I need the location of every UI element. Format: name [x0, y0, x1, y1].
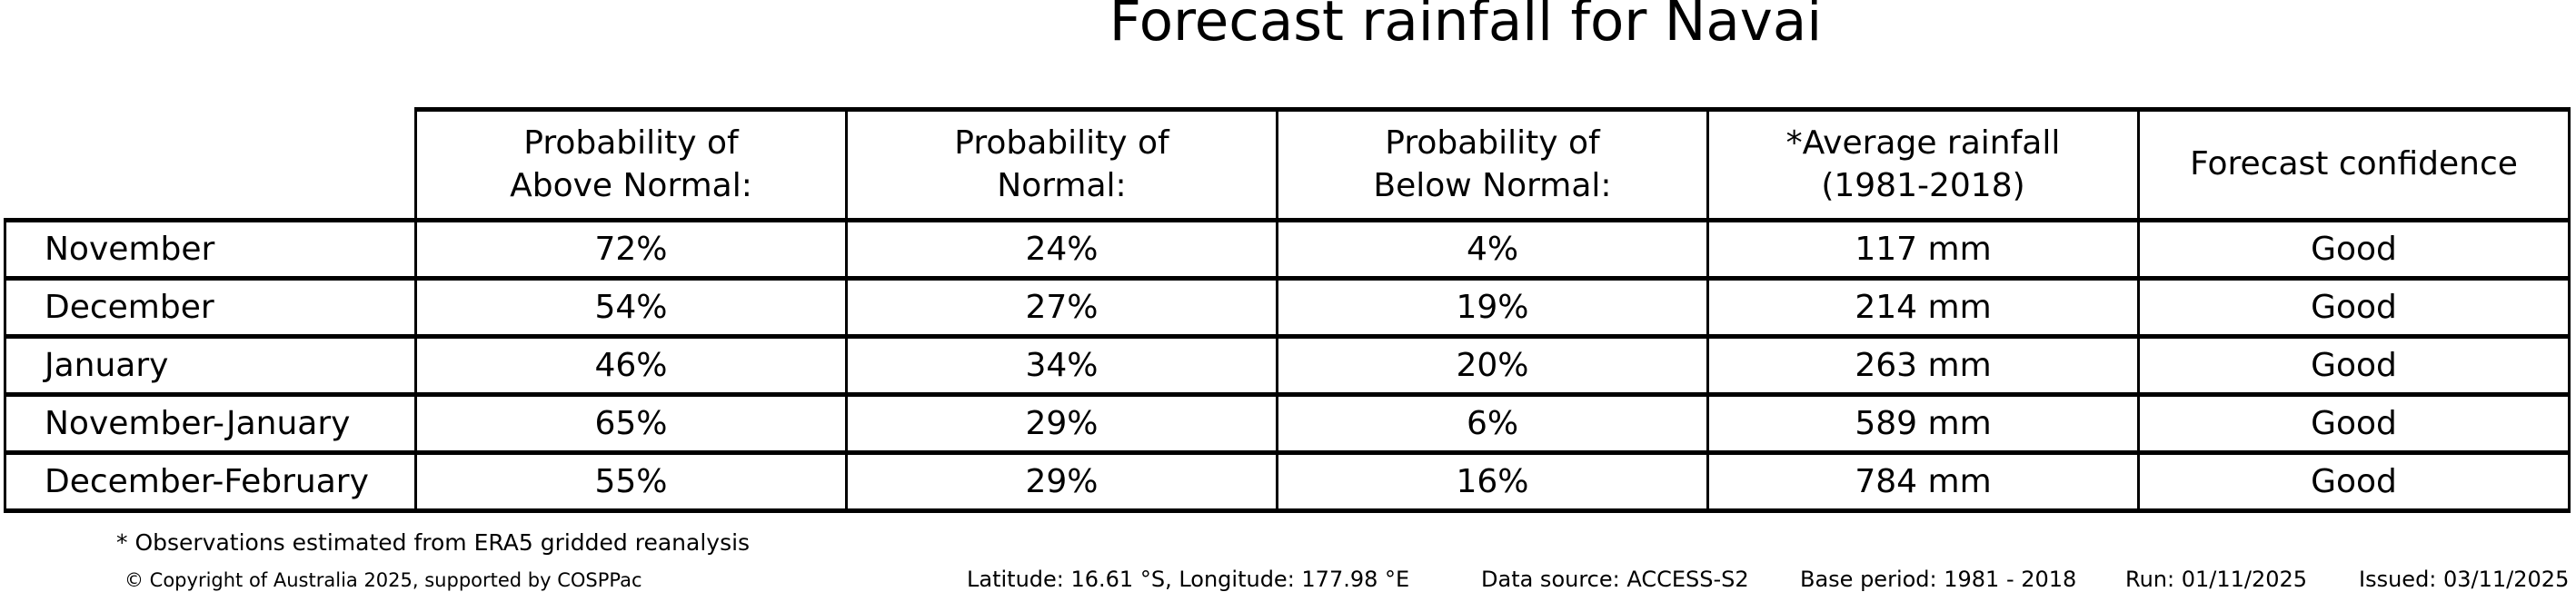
- col-header-line: Above Normal:: [510, 166, 752, 204]
- col-header-normal: Probability of Normal:: [845, 107, 1278, 222]
- col-header-line: (1981-2018): [1821, 166, 2025, 204]
- table-row-november: November 72% 24% 4% 117 mm Good: [4, 218, 2571, 281]
- corner-blank-cell: [5, 110, 416, 221]
- cell-normal: 34%: [845, 334, 1278, 397]
- cell-confidence: Good: [2137, 392, 2571, 455]
- col-header-forecast-confidence: Forecast confidence: [2137, 107, 2571, 222]
- cell-average-rainfall: 263 mm: [1706, 334, 2140, 397]
- cell-confidence: Good: [2137, 218, 2571, 281]
- cell-confidence: Good: [2137, 276, 2571, 339]
- cell-average-rainfall: 117 mm: [1706, 218, 2140, 281]
- run-date-text: Run: 01/11/2025: [2125, 567, 2308, 592]
- col-header-above-normal: Probability of Above Normal:: [414, 107, 848, 222]
- cell-above-normal: 55%: [414, 450, 848, 513]
- page-title: Forecast rainfall for Navai: [1109, 0, 1823, 54]
- cell-confidence: Good: [2137, 334, 2571, 397]
- row-label: December: [4, 276, 417, 339]
- row-label: December-February: [4, 450, 417, 513]
- cell-below-normal: 20%: [1276, 334, 1709, 397]
- col-header-line: Forecast confidence: [2190, 145, 2518, 183]
- cell-average-rainfall: 214 mm: [1706, 276, 2140, 339]
- col-header-line: Probability of: [523, 123, 739, 162]
- cell-confidence: Good: [2137, 450, 2571, 513]
- header-row: Probability of Above Normal: Probability…: [5, 107, 2571, 222]
- col-header-below-normal: Probability of Below Normal:: [1276, 107, 1709, 222]
- copyright-text: © Copyright of Australia 2025, supported…: [124, 569, 642, 591]
- cell-above-normal: 65%: [414, 392, 848, 455]
- cell-normal: 24%: [845, 218, 1278, 281]
- cell-below-normal: 4%: [1276, 218, 1709, 281]
- col-header-average-rainfall: *Average rainfall (1981-2018): [1706, 107, 2140, 222]
- footnote: * Observations estimated from ERA5 gridd…: [116, 529, 751, 556]
- table-row-january: January 46% 34% 20% 263 mm Good: [4, 334, 2571, 397]
- col-header-line: Probability of: [954, 123, 1169, 162]
- cell-normal: 27%: [845, 276, 1278, 339]
- table-row-december-february: December-February 55% 29% 16% 784 mm Goo…: [4, 450, 2571, 513]
- col-header-line: Normal:: [997, 166, 1127, 204]
- base-period-text: Base period: 1981 - 2018: [1800, 567, 2077, 592]
- table-row-november-january: November-January 65% 29% 6% 589 mm Good: [4, 392, 2571, 455]
- lat-lon-text: Latitude: 16.61 °S, Longitude: 177.98 °E: [967, 567, 1410, 592]
- cell-below-normal: 6%: [1276, 392, 1709, 455]
- row-label: November-January: [4, 392, 417, 455]
- cell-normal: 29%: [845, 392, 1278, 455]
- table-row-december: December 54% 27% 19% 214 mm Good: [4, 276, 2571, 339]
- cell-below-normal: 19%: [1276, 276, 1709, 339]
- row-label: January: [4, 334, 417, 397]
- col-header-line: Below Normal:: [1373, 166, 1612, 204]
- forecast-table: Probability of Above Normal: Probability…: [4, 107, 2571, 513]
- cell-average-rainfall: 784 mm: [1706, 450, 2140, 513]
- issued-date-text: Issued: 03/11/2025: [2359, 567, 2570, 592]
- col-header-line: *Average rainfall: [1785, 123, 2061, 162]
- row-label: November: [4, 218, 417, 281]
- cell-normal: 29%: [845, 450, 1278, 513]
- cell-below-normal: 16%: [1276, 450, 1709, 513]
- cell-above-normal: 46%: [414, 334, 848, 397]
- col-header-line: Probability of: [1385, 123, 1600, 162]
- data-source-text: Data source: ACCESS-S2: [1481, 567, 1749, 592]
- cell-average-rainfall: 589 mm: [1706, 392, 2140, 455]
- cell-above-normal: 72%: [414, 218, 848, 281]
- cell-above-normal: 54%: [414, 276, 848, 339]
